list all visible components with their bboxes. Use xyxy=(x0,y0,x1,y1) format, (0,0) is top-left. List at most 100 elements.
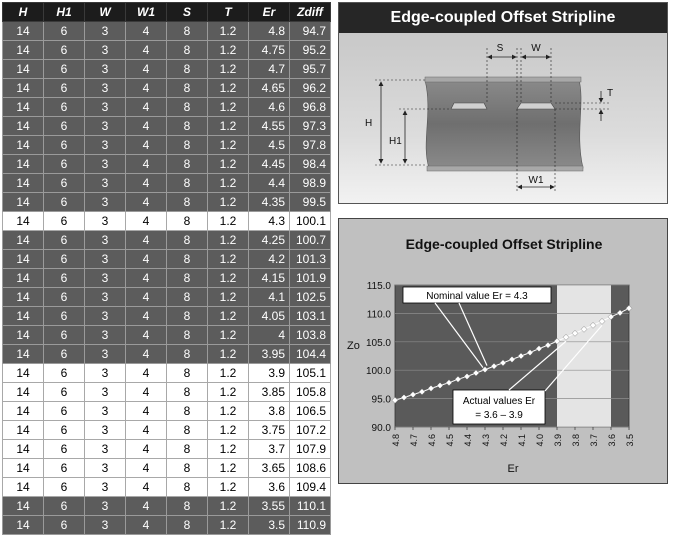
table-cell-t: 1.2 xyxy=(207,135,249,155)
table-cell-zdiff: 101.3 xyxy=(289,249,331,269)
table-cell-w: 3 xyxy=(84,135,126,155)
table-cell-s: 8 xyxy=(166,515,208,535)
column-header-h: H xyxy=(2,2,44,22)
table-cell-zdiff: 98.4 xyxy=(289,154,331,174)
table-cell-w: 3 xyxy=(84,401,126,421)
table-cell-s: 8 xyxy=(166,78,208,98)
data-point xyxy=(427,385,435,392)
table-cell-er: 4 xyxy=(248,325,290,345)
table-cell-s: 8 xyxy=(166,268,208,288)
data-point xyxy=(580,326,588,333)
column-header-t: T xyxy=(207,2,249,22)
table-row: 14 6 3 4 8 1.2 3.85 105.8 xyxy=(2,382,331,402)
impedance-chart: Edge-coupled Offset Stripline 90.0 95.0 10… xyxy=(347,236,635,475)
column-header-h1: H1 xyxy=(43,2,85,22)
data-point xyxy=(625,305,633,312)
table-cell-s: 8 xyxy=(166,135,208,155)
table-cell-h1: 6 xyxy=(43,287,85,307)
table-cell-zdiff: 110.1 xyxy=(289,496,331,516)
table-row: 14 6 3 4 8 1.2 3.9 105.1 xyxy=(2,363,331,383)
table-cell-h: 14 xyxy=(2,496,44,516)
x-tick-label: 4.2 xyxy=(499,434,509,447)
table-cell-w: 3 xyxy=(84,420,126,440)
table-cell-w1: 4 xyxy=(125,59,167,79)
table-cell-w1: 4 xyxy=(125,154,167,174)
table-cell-h1: 6 xyxy=(43,382,85,402)
table-cell-s: 8 xyxy=(166,21,208,41)
table-cell-w: 3 xyxy=(84,40,126,60)
table-cell-h: 14 xyxy=(2,21,44,41)
data-point xyxy=(616,309,624,317)
table-cell-h: 14 xyxy=(2,59,44,79)
table-cell-w: 3 xyxy=(84,344,126,364)
data-point xyxy=(481,366,489,373)
table-cell-h: 14 xyxy=(2,249,44,269)
table-cell-zdiff: 110.9 xyxy=(289,515,331,535)
table-cell-s: 8 xyxy=(166,344,208,364)
h-label: H xyxy=(365,118,372,129)
table-cell-zdiff: 97.8 xyxy=(289,135,331,155)
table-cell-h1: 6 xyxy=(43,154,85,174)
table-row: 14 6 3 4 8 1.2 4.35 99.5 xyxy=(2,192,331,212)
table-cell-h: 14 xyxy=(2,173,44,193)
table-cell-h1: 6 xyxy=(43,306,85,326)
table-cell-h: 14 xyxy=(2,211,44,231)
table-cell-w: 3 xyxy=(84,230,126,250)
table-cell-t: 1.2 xyxy=(207,401,249,421)
table-cell-t: 1.2 xyxy=(207,363,249,383)
table-cell-t: 1.2 xyxy=(207,515,249,535)
stripline-cross-section: S W T H H1 W1 xyxy=(339,33,667,203)
table-cell-zdiff: 96.8 xyxy=(289,97,331,117)
table-cell-h1: 6 xyxy=(43,21,85,41)
table-cell-s: 8 xyxy=(166,230,208,250)
table-cell-s: 8 xyxy=(166,287,208,307)
data-point xyxy=(508,356,516,363)
table-cell-er: 4.45 xyxy=(248,154,290,174)
table-cell-h1: 6 xyxy=(43,59,85,79)
table-cell-h: 14 xyxy=(2,477,44,497)
table-cell-w1: 4 xyxy=(125,249,167,269)
table-cell-zdiff: 100.1 xyxy=(289,211,331,231)
table-cell-zdiff: 95.7 xyxy=(289,59,331,79)
table-cell-w: 3 xyxy=(84,477,126,497)
table-cell-h: 14 xyxy=(2,325,44,345)
data-point xyxy=(535,345,543,352)
table-cell-t: 1.2 xyxy=(207,420,249,440)
x-tick-label: 4.6 xyxy=(427,434,437,447)
table-cell-h1: 6 xyxy=(43,344,85,364)
table-cell-w: 3 xyxy=(84,78,126,98)
column-header-w: W xyxy=(84,2,126,22)
table-cell-er: 4.25 xyxy=(248,230,290,250)
table-cell-w1: 4 xyxy=(125,363,167,383)
data-point xyxy=(463,373,471,380)
data-point xyxy=(400,394,408,401)
table-cell-s: 8 xyxy=(166,458,208,478)
table-row: 14 6 3 4 8 1.2 4.15 101.9 xyxy=(2,268,331,288)
table-cell-h1: 6 xyxy=(43,439,85,459)
table-cell-s: 8 xyxy=(166,306,208,326)
table-cell-s: 8 xyxy=(166,116,208,136)
table-cell-zdiff: 97.3 xyxy=(289,116,331,136)
table-cell-h: 14 xyxy=(2,363,44,383)
table-cell-er: 4.15 xyxy=(248,268,290,288)
data-point xyxy=(589,322,597,329)
x-tick-label: 4.5 xyxy=(445,434,455,447)
table-row: 14 6 3 4 8 1.2 4.55 97.3 xyxy=(2,116,331,136)
table-cell-w1: 4 xyxy=(125,135,167,155)
table-row: 14 6 3 4 8 1.2 4.1 102.5 xyxy=(2,287,331,307)
table-cell-s: 8 xyxy=(166,211,208,231)
table-row: 14 6 3 4 8 1.2 3.95 104.4 xyxy=(2,344,331,364)
chart-panel: Edge-coupled Offset Stripline 90.0 95.0 10… xyxy=(338,218,668,484)
table-cell-w1: 4 xyxy=(125,116,167,136)
data-point xyxy=(418,388,426,396)
data-point xyxy=(436,382,444,389)
table-cell-h1: 6 xyxy=(43,363,85,383)
table-row: 14 6 3 4 8 1.2 4.65 96.2 xyxy=(2,78,331,98)
table-cell-h: 14 xyxy=(2,135,44,155)
actual-callout-line2: = 3.6 – 3.9 xyxy=(475,410,523,421)
table-cell-er: 3.8 xyxy=(248,401,290,421)
nominal-callout-arrow xyxy=(458,302,488,366)
table-cell-er: 3.9 xyxy=(248,363,290,383)
dielectric-body xyxy=(424,79,584,169)
table-row: 14 6 3 4 8 1.2 4.6 96.8 xyxy=(2,97,331,117)
